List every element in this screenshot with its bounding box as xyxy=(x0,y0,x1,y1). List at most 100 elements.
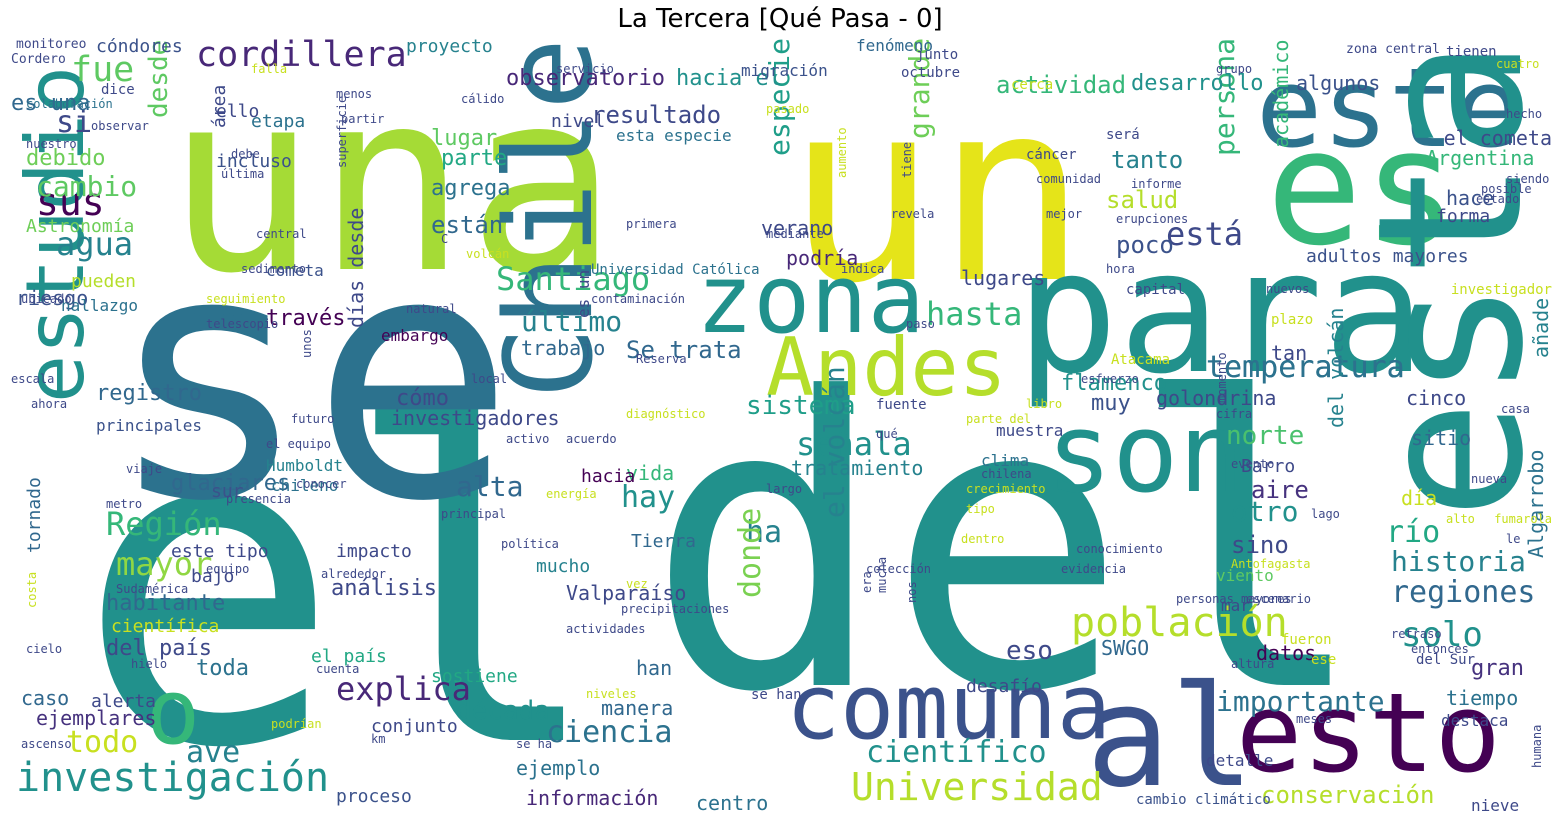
cloud-word: regiones xyxy=(1391,575,1536,610)
cloud-word: investigación xyxy=(16,755,330,801)
cloud-word: crecimiento xyxy=(966,482,1046,496)
cloud-word: SWGO xyxy=(1101,636,1150,660)
cloud-word: etapa xyxy=(251,111,306,132)
cloud-word: presencia xyxy=(226,492,292,506)
cloud-word: clima xyxy=(981,451,1030,470)
cloud-word: una xyxy=(166,38,618,328)
cloud-word: nuestro xyxy=(26,137,77,151)
cloud-word: política xyxy=(501,537,559,551)
cloud-word: lugares xyxy=(961,266,1046,290)
cloud-word: tipo xyxy=(966,502,995,516)
cloud-word: parte del xyxy=(966,412,1032,426)
cloud-word: seguimiento xyxy=(206,292,286,306)
cloud-word: del xyxy=(646,315,1369,780)
cloud-word: activo xyxy=(506,432,550,446)
cloud-word: mucha xyxy=(875,556,889,593)
cloud-word: mar xyxy=(1221,596,1250,615)
cloud-word: cambio climático xyxy=(1136,792,1271,808)
cloud-word: indica xyxy=(841,262,885,276)
cloud-word: actividad xyxy=(996,71,1127,99)
cloud-word: comunidad xyxy=(1036,172,1102,186)
cloud-word: el cometa xyxy=(1443,126,1552,150)
cloud-word: toda xyxy=(196,656,249,681)
cloud-word: fenómeno xyxy=(856,38,934,55)
cloud-word: hay xyxy=(621,480,676,515)
cloud-word: habitante xyxy=(106,591,226,616)
cloud-word: agua xyxy=(56,225,134,263)
cloud-word: ciencia xyxy=(546,715,673,750)
cloud-word: dice xyxy=(101,82,135,98)
cloud-word: km xyxy=(371,732,386,746)
cloud-word: alrededor xyxy=(321,567,387,581)
cloud-word: pueden xyxy=(71,271,137,292)
cloud-word: sur xyxy=(211,481,244,502)
cloud-word: hace xyxy=(1446,186,1495,210)
cloud-word: tanto xyxy=(1111,146,1184,174)
cloud-word: cóndores xyxy=(96,38,183,57)
cloud-word: cuenta xyxy=(316,662,360,676)
cloud-word: chileno xyxy=(271,476,339,495)
cloud-word: le xyxy=(1506,532,1521,546)
cloud-word: bajo xyxy=(191,566,235,587)
cloud-word: embargo xyxy=(381,326,449,345)
cloud-word: octubre xyxy=(901,65,961,81)
cloud-word: plazo xyxy=(1271,312,1314,328)
cloud-word: niveles xyxy=(586,687,637,701)
cloud-word: C xyxy=(441,232,449,246)
cloud-word: cielo xyxy=(26,642,63,656)
cloud-word: futuro xyxy=(291,412,335,426)
cloud-word: diagnóstico xyxy=(626,407,706,421)
cloud-word: parte xyxy=(441,146,508,171)
cloud-word: sitio xyxy=(1411,426,1472,450)
cloud-word: señala xyxy=(796,425,912,463)
cloud-word: precipitaciones xyxy=(621,602,730,616)
cloud-word: del país xyxy=(106,636,212,661)
cloud-word: nieve xyxy=(1471,796,1520,815)
cloud-word: cinco xyxy=(1406,386,1467,410)
cloud-word: historia xyxy=(1391,545,1526,578)
cloud-word: nuevos xyxy=(1266,282,1310,296)
cloud-word: escala xyxy=(11,372,55,386)
cloud-word: del volcán xyxy=(1324,307,1348,428)
cloud-word: observar xyxy=(91,119,149,133)
cloud-word: área xyxy=(209,84,230,128)
cloud-word: cómo xyxy=(396,386,449,411)
cloud-word: destaca xyxy=(1441,711,1509,730)
cloud-word: alto xyxy=(1446,512,1475,526)
cloud-word: este tipo xyxy=(171,541,269,562)
cloud-word: debe xyxy=(231,147,260,161)
cloud-word: algunos xyxy=(1296,71,1381,95)
cloud-word: junto xyxy=(916,47,959,63)
cloud-word: ha xyxy=(746,515,783,550)
cloud-word: cambio xyxy=(36,170,138,203)
cloud-word: persona xyxy=(1208,38,1241,157)
cloud-word: verano xyxy=(761,216,834,240)
cloud-word: datos xyxy=(1256,641,1317,665)
cloud-word: ahora xyxy=(31,397,68,411)
cloud-word: central xyxy=(256,227,307,241)
cloud-word: ave xyxy=(186,735,241,770)
cloud-word: sistema xyxy=(746,391,856,421)
cloud-word: científico xyxy=(866,735,1047,770)
cloud-word: Tierra xyxy=(631,531,697,552)
cloud-word: Andes xyxy=(766,321,1007,414)
cloud-word: costa xyxy=(25,571,39,608)
cloud-word: primera xyxy=(626,217,677,231)
cloud-word: impacto xyxy=(336,541,412,562)
cloud-word: tratamiento xyxy=(791,456,924,480)
cloud-word: posible xyxy=(1481,182,1532,196)
cloud-word: salud xyxy=(1106,186,1179,214)
cloud-word: solo xyxy=(1401,615,1483,655)
cloud-word: río xyxy=(1386,515,1441,550)
cloud-word: Universidad Católica xyxy=(591,262,760,278)
cloud-word: conjunto xyxy=(371,716,458,737)
cloud-word: acuerdo xyxy=(566,432,617,446)
cloud-word: superficie xyxy=(335,95,349,168)
cloud-word: manera xyxy=(601,696,674,720)
cloud-word: sedimento xyxy=(241,262,307,276)
cloud-word: local xyxy=(471,372,508,386)
cloud-word: viaje xyxy=(126,462,163,476)
cloud-word: vida xyxy=(626,461,675,485)
cloud-word: colección xyxy=(866,562,932,576)
cloud-word: alerta xyxy=(91,691,157,712)
